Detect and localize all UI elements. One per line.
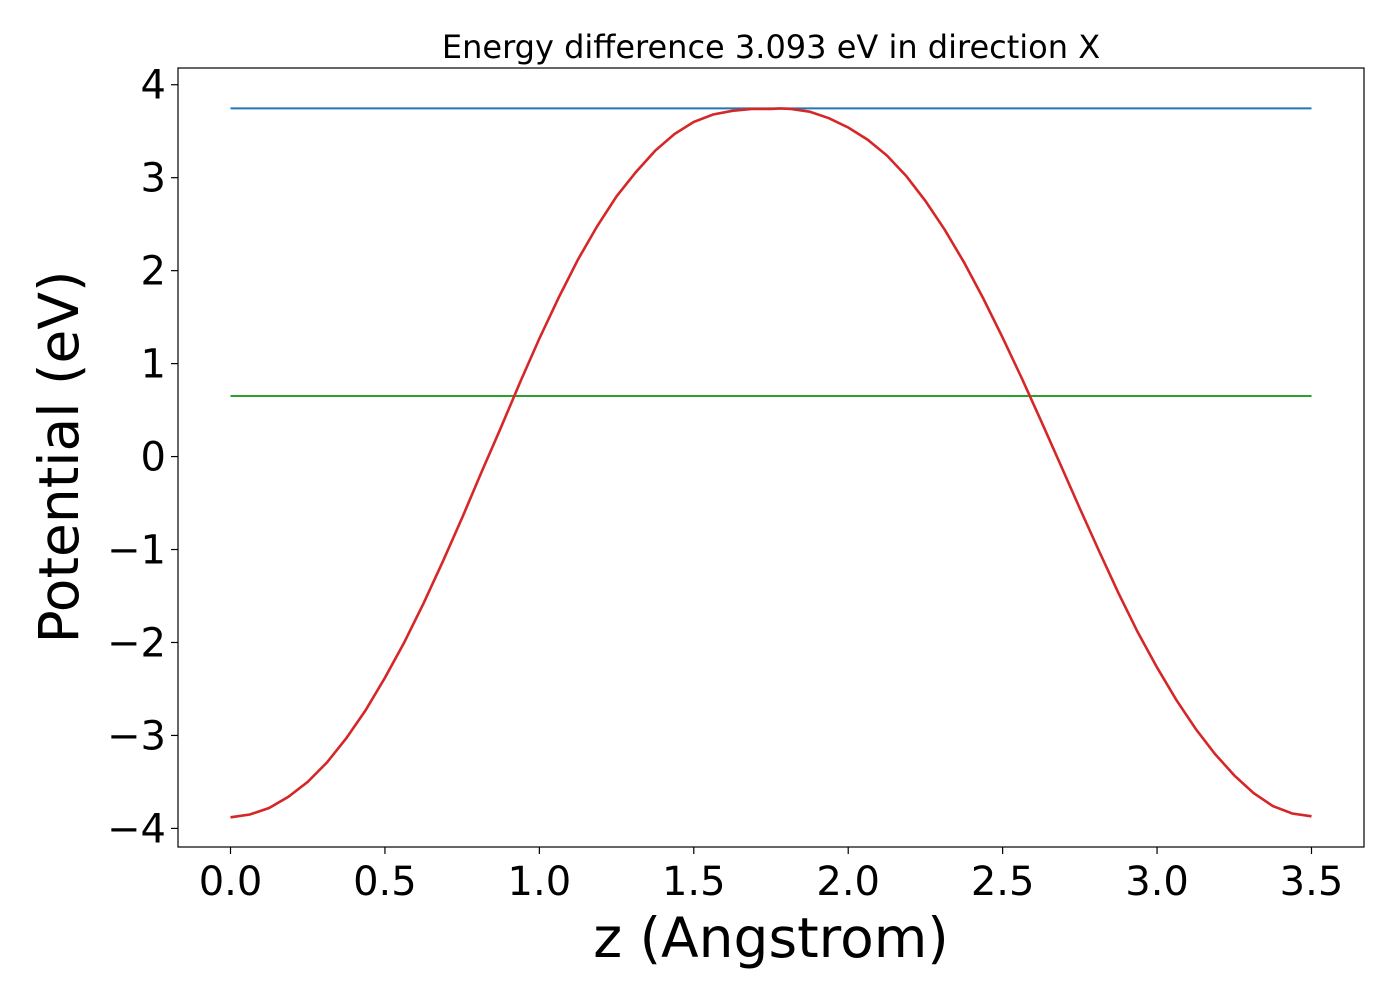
- x-tick-label: 3.5: [1280, 859, 1344, 905]
- y-axis: −4 −3 −2 −1 0 1 2 3 4: [107, 63, 178, 852]
- x-tick-label: 2.5: [971, 859, 1035, 905]
- y-tick-label: 0: [141, 435, 166, 481]
- y-tick-label: 4: [141, 63, 166, 109]
- plot-frame: [177, 67, 1365, 848]
- y-axis-label: Potential (eV): [27, 271, 91, 644]
- y-tick-label: 2: [141, 249, 166, 295]
- x-tick-label: 2.0: [816, 859, 880, 905]
- x-tick-label: 0.5: [353, 859, 417, 905]
- x-axis-label: z (Angstrom): [593, 906, 949, 970]
- potential-curve: [230, 107, 1312, 819]
- y-tick-label: −3: [107, 713, 166, 759]
- y-tick-label: −4: [107, 806, 166, 852]
- chart-title: Energy difference 3.093 eV in direction …: [442, 28, 1100, 66]
- y-tick-label: 3: [141, 156, 166, 202]
- x-tick-label: 3.0: [1125, 859, 1189, 905]
- y-tick-label: 1: [141, 342, 166, 388]
- x-tick-label: 1.5: [662, 859, 726, 905]
- plot-area: [230, 107, 1312, 819]
- y-tick-label: −1: [107, 528, 166, 574]
- x-tick-label: 1.0: [508, 859, 572, 905]
- y-tick-label: −2: [107, 620, 166, 666]
- x-tick-label: 0.0: [199, 859, 263, 905]
- x-axis: 0.0 0.5 1.0 1.5 2.0 2.5 3.0 3.5: [199, 847, 1344, 905]
